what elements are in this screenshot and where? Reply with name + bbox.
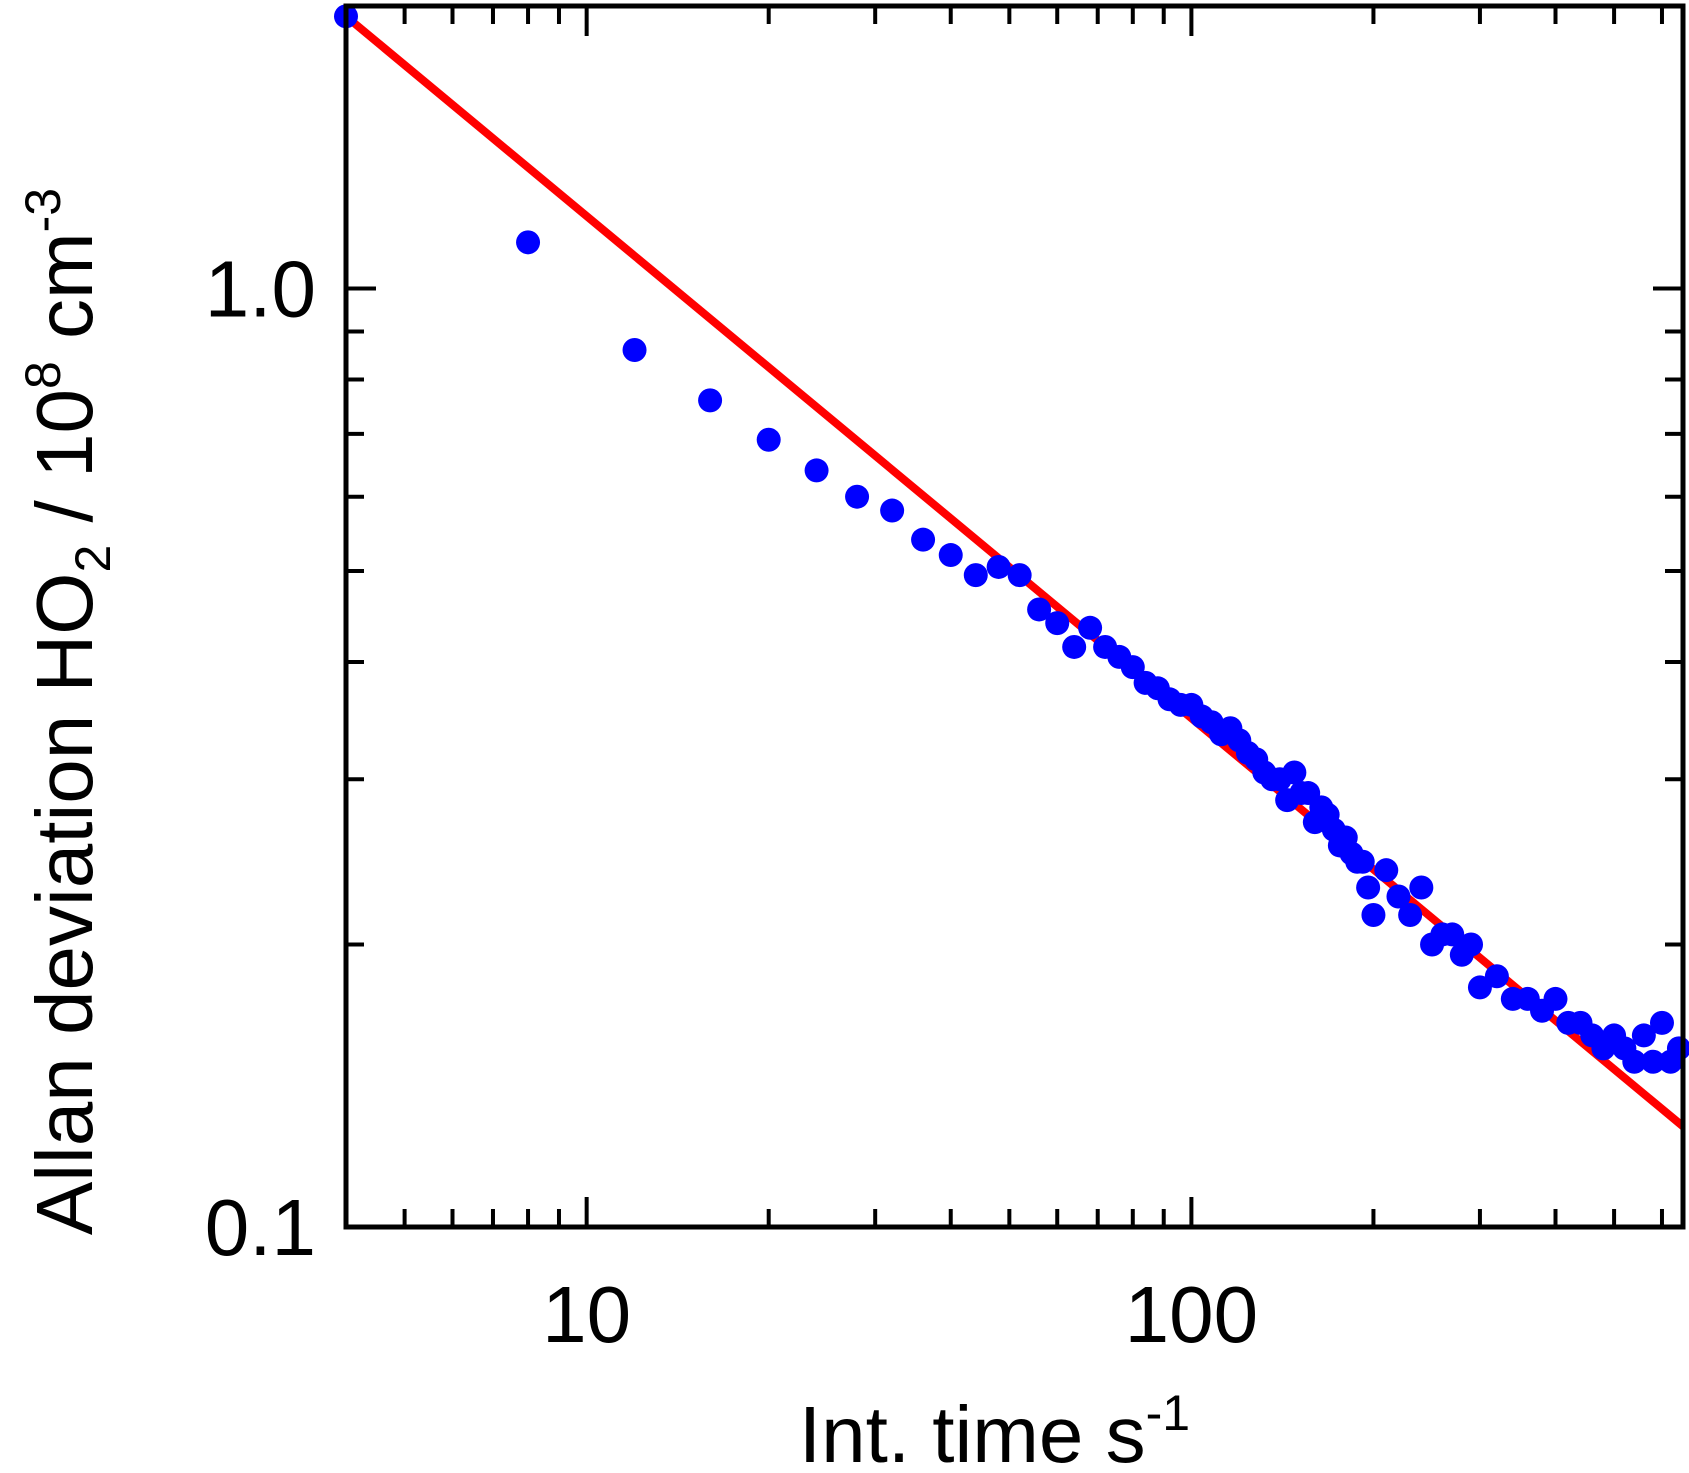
data-point <box>1361 903 1386 928</box>
data-point <box>1374 858 1399 883</box>
data-point <box>1356 875 1381 900</box>
data-point <box>1350 849 1375 874</box>
data-point <box>911 527 936 552</box>
ticks-layer <box>344 4 1683 1229</box>
y-axis-title-sup2: -3 <box>15 188 71 232</box>
data-point <box>1045 611 1070 636</box>
data-point <box>1027 597 1052 622</box>
y-axis-title-mid2: cm <box>20 232 109 361</box>
data-point <box>986 554 1011 579</box>
data-point <box>880 498 905 523</box>
data-point <box>1641 1049 1666 1074</box>
data-point <box>1459 932 1484 957</box>
y-tick-label: 1.0 <box>205 245 316 334</box>
data-point <box>1440 922 1465 947</box>
data-point <box>1484 964 1509 989</box>
data-point <box>756 427 781 452</box>
data-point <box>1398 903 1423 928</box>
data-point <box>1649 1010 1674 1035</box>
y-axis-title-sup1: 8 <box>15 361 71 389</box>
data-point <box>1007 563 1032 588</box>
data-point <box>516 230 541 255</box>
data-point <box>1062 634 1087 659</box>
plot-frame <box>343 3 1686 1230</box>
data-point <box>1467 975 1492 1000</box>
data-points-layer <box>334 4 1689 1074</box>
data-point <box>804 458 829 483</box>
y-axis-title-mid: / 10 <box>20 389 109 545</box>
x-tick-label: 100 <box>1125 1270 1258 1359</box>
data-point <box>698 388 723 413</box>
data-point <box>1078 615 1103 640</box>
data-point <box>1631 1023 1656 1048</box>
data-point <box>1622 1049 1647 1074</box>
y-axis-title: Allan deviation HO2 / 108 cm-3 <box>15 188 121 1235</box>
data-point <box>1386 884 1411 909</box>
y-tick-label: 0.1 <box>205 1183 316 1272</box>
y-axis-title-sub: 2 <box>65 545 121 573</box>
x-axis-title: Int. time s-1 <box>799 1385 1190 1473</box>
data-point <box>622 337 647 362</box>
y-axis-title-main: Allan deviation HO <box>20 573 109 1236</box>
data-point <box>938 543 963 568</box>
data-point <box>1282 760 1307 785</box>
data-point <box>1409 875 1434 900</box>
data-point <box>1543 986 1568 1011</box>
data-point <box>845 484 870 509</box>
data-point <box>963 563 988 588</box>
tick-labels-layer: 10 100 0.1 1.0 <box>205 245 1258 1359</box>
x-axis-title-main: Int. time s <box>799 1390 1146 1473</box>
x-tick-label: 10 <box>542 1270 631 1359</box>
x-axis-title-sup: -1 <box>1146 1385 1190 1441</box>
